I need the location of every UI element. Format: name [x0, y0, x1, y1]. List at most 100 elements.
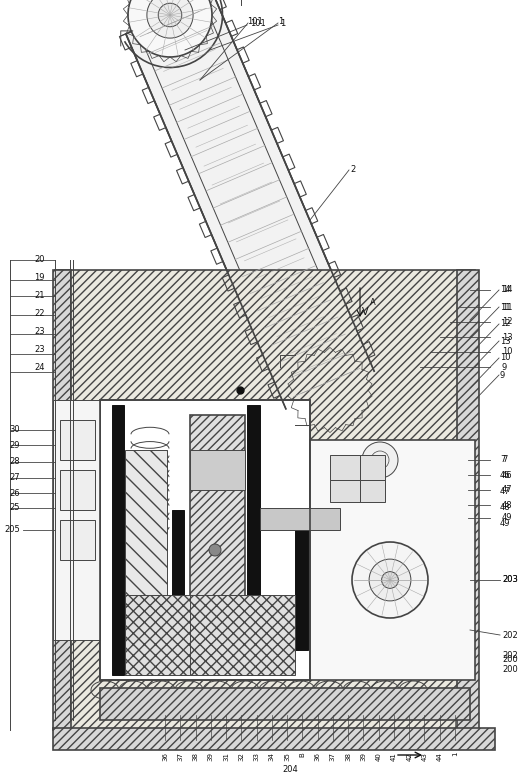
Bar [457, 270, 479, 730]
Bar [330, 480, 360, 502]
Text: 29: 29 [9, 440, 20, 450]
Text: 37: 37 [330, 752, 336, 761]
Circle shape [128, 0, 212, 57]
Text: 12: 12 [500, 320, 510, 328]
Text: 38: 38 [345, 752, 351, 761]
Text: 10: 10 [502, 347, 513, 357]
Bar [360, 455, 385, 480]
Text: A: A [370, 298, 376, 307]
Text: 47: 47 [500, 487, 510, 497]
Bar [260, 508, 340, 530]
Bar [60, 470, 95, 510]
Text: 23: 23 [35, 346, 45, 354]
Text: 25: 25 [9, 504, 20, 512]
Text: B: B [299, 752, 305, 757]
Text: 13: 13 [500, 336, 510, 346]
Text: 36: 36 [315, 752, 321, 761]
Text: 24: 24 [35, 364, 45, 372]
Text: 10: 10 [500, 353, 510, 363]
Text: 32: 32 [238, 752, 244, 761]
Text: 23: 23 [35, 328, 45, 336]
Text: 200: 200 [502, 665, 518, 675]
Text: 31: 31 [223, 752, 229, 761]
Bar [53, 728, 495, 750]
Text: 11: 11 [500, 303, 510, 311]
Bar [330, 455, 360, 480]
Bar [60, 420, 95, 460]
Text: 101: 101 [250, 19, 266, 27]
Text: 49: 49 [502, 514, 513, 522]
Circle shape [382, 572, 399, 588]
Text: 46: 46 [500, 472, 510, 480]
Bar [172, 510, 184, 650]
Text: 203: 203 [502, 576, 518, 584]
Text: 26: 26 [9, 489, 20, 497]
Text: 205: 205 [4, 526, 20, 535]
Text: 202: 202 [502, 651, 518, 659]
Bar [190, 450, 245, 490]
Bar [112, 405, 124, 675]
Text: 39: 39 [208, 752, 214, 761]
Text: 1: 1 [280, 19, 285, 27]
Circle shape [147, 0, 193, 38]
Text: 33: 33 [254, 752, 259, 761]
Circle shape [309, 369, 351, 411]
Text: 7: 7 [500, 455, 505, 465]
Text: 22: 22 [35, 310, 45, 318]
Text: 7: 7 [502, 455, 507, 465]
Circle shape [320, 379, 340, 400]
Bar [360, 480, 385, 502]
Text: 9: 9 [500, 371, 505, 379]
Circle shape [369, 559, 411, 601]
Bar [100, 400, 310, 680]
Text: 48: 48 [502, 500, 513, 510]
Bar [247, 405, 260, 675]
Text: 46: 46 [502, 471, 513, 479]
Text: 101: 101 [247, 17, 263, 27]
Circle shape [209, 544, 221, 556]
Text: 34: 34 [269, 752, 275, 761]
Text: 35: 35 [284, 752, 290, 761]
Circle shape [362, 442, 398, 478]
Circle shape [352, 542, 428, 618]
Circle shape [158, 3, 182, 27]
Text: 21: 21 [35, 292, 45, 300]
Text: 41: 41 [391, 752, 397, 761]
Circle shape [292, 352, 368, 428]
Text: 202: 202 [502, 630, 518, 640]
Bar [53, 270, 71, 730]
Text: 47: 47 [502, 486, 513, 494]
Text: 49: 49 [500, 519, 510, 529]
Bar [310, 440, 475, 680]
Text: 30: 30 [9, 425, 20, 435]
Text: 203: 203 [502, 576, 518, 584]
Text: 36: 36 [162, 752, 168, 761]
Text: 11: 11 [502, 303, 513, 311]
Bar [125, 450, 167, 675]
Text: 20: 20 [35, 256, 45, 264]
Text: 1: 1 [452, 752, 458, 756]
Bar [53, 400, 100, 640]
Text: 14: 14 [502, 285, 513, 295]
Text: 9: 9 [502, 363, 507, 371]
Bar [60, 520, 95, 560]
Bar [190, 595, 295, 675]
Text: 28: 28 [9, 457, 20, 467]
Bar [125, 595, 245, 675]
Text: 37: 37 [177, 752, 183, 761]
Text: 200: 200 [502, 655, 518, 665]
Text: 48: 48 [500, 504, 510, 512]
Text: 12: 12 [502, 317, 513, 327]
Text: 43: 43 [422, 752, 427, 761]
Text: 19: 19 [35, 274, 45, 282]
Text: 13: 13 [502, 332, 513, 342]
Bar [190, 415, 245, 665]
Text: 14: 14 [500, 285, 510, 295]
Text: 1: 1 [278, 17, 283, 27]
Text: 204: 204 [282, 766, 298, 774]
Text: 42: 42 [406, 752, 412, 761]
Text: 27: 27 [9, 473, 20, 482]
Text: 39: 39 [360, 752, 367, 761]
Text: 44: 44 [437, 752, 443, 761]
Bar [100, 688, 470, 720]
